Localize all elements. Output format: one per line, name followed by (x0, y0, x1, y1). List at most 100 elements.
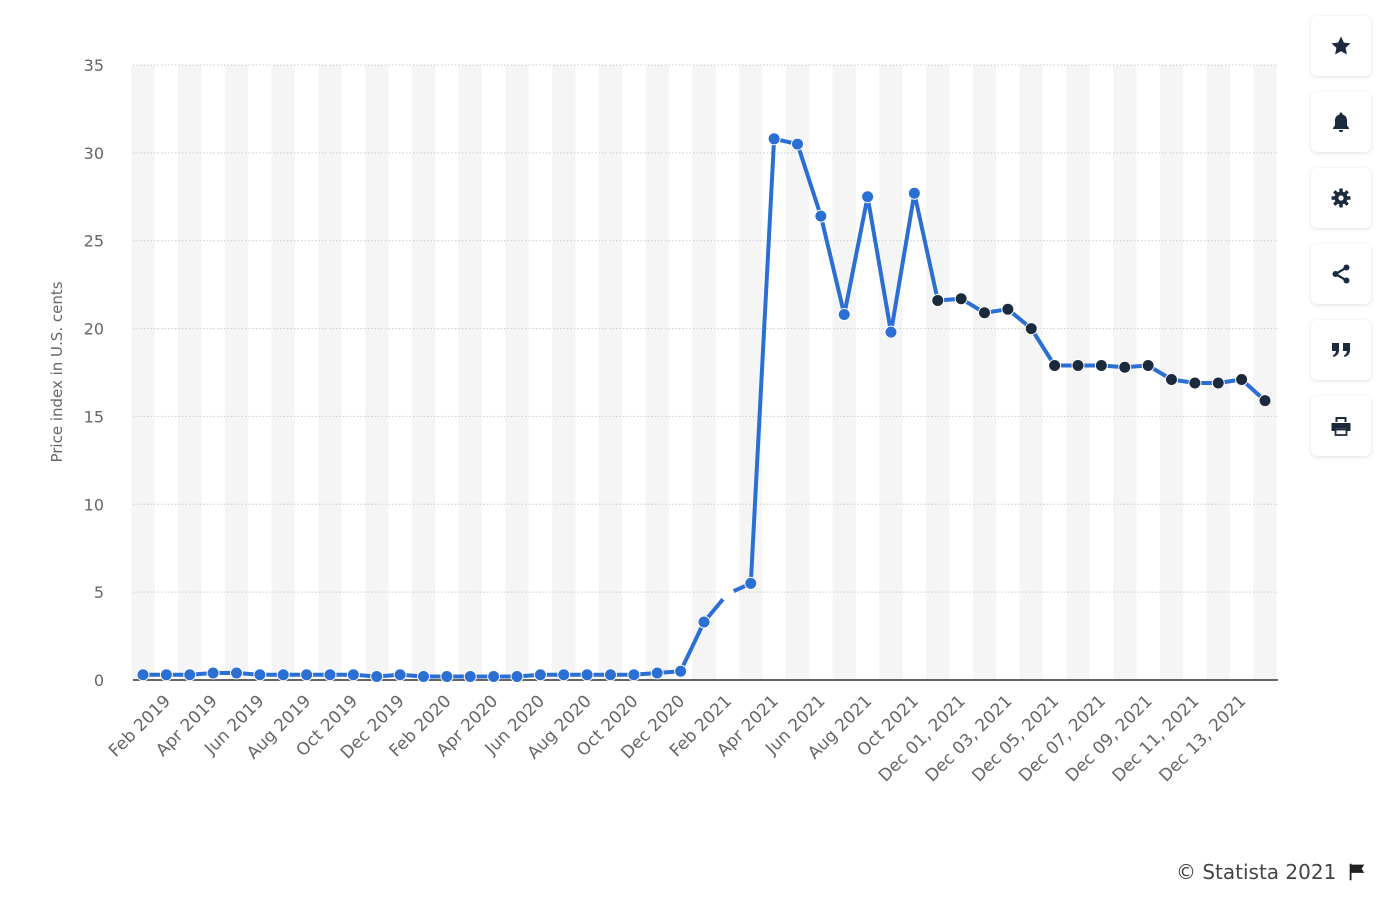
data-point[interactable] (1165, 373, 1178, 387)
data-point[interactable] (674, 664, 688, 678)
y-tick-label: 25 (84, 232, 104, 251)
category-band (598, 65, 623, 680)
category-band (645, 65, 669, 680)
data-point[interactable] (744, 576, 758, 590)
data-point[interactable] (720, 586, 735, 601)
data-point[interactable] (557, 668, 571, 682)
category-band (365, 65, 389, 680)
category-band (178, 65, 202, 680)
data-point[interactable] (814, 209, 828, 223)
data-point[interactable] (1071, 358, 1085, 372)
data-point[interactable] (1188, 376, 1202, 390)
category-band (1253, 65, 1277, 680)
y-tick-label: 10 (84, 495, 104, 514)
y-tick-label: 0 (94, 671, 104, 690)
data-point[interactable] (627, 668, 641, 682)
data-point[interactable] (604, 668, 617, 682)
data-point[interactable] (1211, 376, 1225, 390)
data-point[interactable] (884, 325, 898, 339)
bell-icon (1333, 112, 1349, 133)
data-point[interactable] (1118, 360, 1132, 374)
data-point[interactable] (931, 293, 945, 307)
category-band (224, 65, 249, 680)
data-point[interactable] (1235, 373, 1249, 387)
data-point[interactable] (837, 308, 851, 322)
y-tick-label: 15 (84, 407, 104, 426)
data-point[interactable] (954, 292, 968, 306)
category-band (1159, 65, 1184, 680)
category-band (271, 65, 295, 680)
data-point[interactable] (650, 666, 664, 680)
data-point[interactable] (1094, 358, 1108, 372)
chart-background-bands (131, 65, 1277, 680)
notification-button[interactable] (1311, 92, 1371, 152)
category-band (972, 65, 997, 680)
data-point[interactable] (1141, 358, 1155, 372)
y-tick-label: 5 (94, 583, 104, 602)
data-point[interactable] (440, 669, 454, 683)
data-point[interactable] (346, 668, 360, 682)
print-icon (1331, 417, 1351, 436)
category-band (926, 65, 950, 680)
y-tick-label: 20 (84, 320, 104, 339)
category-band (785, 65, 810, 680)
data-point[interactable] (253, 668, 267, 682)
category-band (458, 65, 482, 680)
category-band (1206, 65, 1230, 680)
data-point[interactable] (370, 669, 384, 683)
quote-icon (1332, 343, 1350, 357)
data-point[interactable] (1258, 394, 1272, 408)
data-point[interactable] (323, 668, 337, 682)
data-point[interactable] (393, 668, 407, 682)
share-icon (1332, 264, 1350, 284)
star-icon (1331, 36, 1351, 55)
data-point[interactable] (697, 615, 711, 629)
data-point[interactable] (230, 666, 243, 680)
data-point[interactable] (533, 668, 547, 682)
category-band (552, 65, 576, 680)
category-band (318, 65, 342, 680)
category-band (411, 65, 436, 680)
copyright-text: © Statista 2021 (1176, 860, 1337, 884)
favorite-button[interactable] (1311, 16, 1371, 76)
category-band (131, 65, 155, 680)
data-point[interactable] (1001, 302, 1015, 316)
data-point[interactable] (159, 668, 173, 682)
share-button[interactable] (1311, 244, 1371, 304)
category-band (879, 65, 903, 680)
category-band (1019, 65, 1043, 680)
data-point[interactable] (487, 669, 501, 683)
category-band (739, 65, 763, 680)
print-button[interactable] (1311, 396, 1371, 456)
y-axis-ticks: 0 5 10 15 20 25 30 35 (84, 56, 104, 690)
data-point[interactable] (791, 137, 804, 151)
category-band (832, 65, 856, 680)
y-axis-label: Price index in U.S. cents (48, 281, 66, 462)
data-point[interactable] (861, 190, 875, 204)
data-point[interactable] (580, 668, 594, 682)
data-point[interactable] (463, 669, 477, 683)
data-point[interactable] (978, 306, 991, 320)
data-point[interactable] (767, 132, 781, 146)
settings-button[interactable] (1311, 168, 1371, 228)
data-point[interactable] (300, 668, 314, 682)
cite-button[interactable] (1311, 320, 1371, 380)
copyright: © Statista 2021 (1176, 860, 1368, 884)
chart-toolbar (1311, 16, 1371, 472)
data-point[interactable] (1048, 358, 1062, 372)
data-point[interactable] (136, 668, 150, 682)
data-points (136, 132, 1272, 683)
flag-icon[interactable] (1346, 861, 1368, 883)
y-tick-label: 30 (84, 144, 104, 163)
data-point[interactable] (183, 668, 197, 682)
data-point[interactable] (1024, 322, 1038, 336)
category-band (505, 65, 529, 680)
data-point[interactable] (907, 186, 921, 200)
data-point[interactable] (206, 666, 220, 680)
data-point[interactable] (510, 669, 524, 683)
data-point[interactable] (276, 668, 290, 682)
y-tick-label: 35 (84, 56, 104, 75)
data-point[interactable] (417, 669, 430, 683)
